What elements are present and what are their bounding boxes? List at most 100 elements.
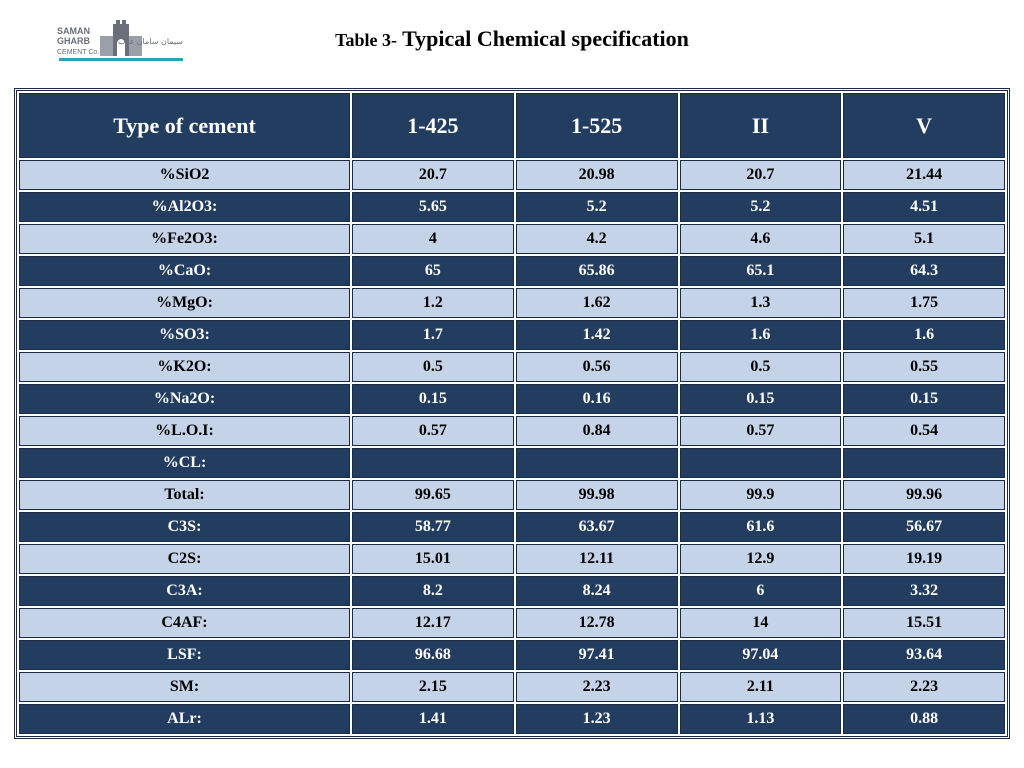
value-cell: 4 [352,224,514,254]
column-header: II [679,93,842,158]
value-cell: 96.68 [352,640,514,670]
value-cell: 5.2 [515,192,678,222]
value-cell: 21.44 [843,160,1005,190]
value-cell: 12.17 [352,608,514,638]
table-row: %Al2O3: 5.65 5.2 5.2 4.51 [19,192,1005,222]
row-label-cell: LSF: [19,640,350,670]
value-cell: 8.2 [352,576,514,606]
value-cell: 19.19 [843,544,1005,574]
value-cell: 0.15 [679,384,842,414]
table-row: %SiO2 20.7 20.98 20.7 21.44 [19,160,1005,190]
value-cell: 4.2 [515,224,678,254]
table-row: C4AF: 12.17 12.78 14 15.51 [19,608,1005,638]
value-cell [843,448,1005,478]
value-cell: 2.23 [515,672,678,702]
value-cell: 12.78 [515,608,678,638]
table-row: %MgO: 1.2 1.62 1.3 1.75 [19,288,1005,318]
row-label-cell: %Fe2O3: [19,224,350,254]
title-prefix: Table 3- [335,30,397,50]
value-cell: 0.15 [843,384,1005,414]
value-cell: 0.57 [352,416,514,446]
table-row: LSF: 96.68 97.41 97.04 93.64 [19,640,1005,670]
row-label-cell: C2S: [19,544,350,574]
table-row: C2S: 15.01 12.11 12.9 19.19 [19,544,1005,574]
value-cell: 4.51 [843,192,1005,222]
value-cell: 1.23 [515,704,678,734]
logo-text-line2: GHARB [57,36,90,46]
column-header: 1-425 [352,93,514,158]
value-cell: 1.42 [515,320,678,350]
table-row: %K2O: 0.5 0.56 0.5 0.55 [19,352,1005,382]
chemical-spec-table-container: Type of cement 1-425 1-525 II V %SiO2 20.7 20.… [14,88,1010,739]
value-cell: 0.5 [679,352,842,382]
table-body: %SiO2 20.7 20.98 20.7 21.44 %Al2O3: 5.65 5.2 5.2… [19,160,1005,734]
value-cell: 2.15 [352,672,514,702]
table-row: %Fe2O3: 4 4.2 4.6 5.1 [19,224,1005,254]
value-cell [679,448,842,478]
value-cell: 1.6 [843,320,1005,350]
value-cell: 1.41 [352,704,514,734]
value-cell: 3.32 [843,576,1005,606]
value-cell: 20.7 [352,160,514,190]
value-cell: 64.3 [843,256,1005,286]
value-cell: 99.9 [679,480,842,510]
row-label-cell: %CL: [19,448,350,478]
value-cell: 1.6 [679,320,842,350]
value-cell: 0.84 [515,416,678,446]
logo-text-line1: SAMAN [57,26,90,36]
value-cell: 15.01 [352,544,514,574]
value-cell: 12.9 [679,544,842,574]
value-cell: 5.1 [843,224,1005,254]
value-cell: 2.23 [843,672,1005,702]
logo-arabic-text: سیمان سامان غرب [118,37,183,46]
value-cell: 65 [352,256,514,286]
value-cell: 14 [679,608,842,638]
value-cell: 0.15 [352,384,514,414]
value-cell: 1.3 [679,288,842,318]
value-cell: 56.67 [843,512,1005,542]
row-label-cell: ALr: [19,704,350,734]
table-row: C3A: 8.2 8.24 6 3.32 [19,576,1005,606]
table-row: %L.O.I: 0.57 0.84 0.57 0.54 [19,416,1005,446]
value-cell: 99.98 [515,480,678,510]
row-label-cell: SM: [19,672,350,702]
column-header: 1-525 [515,93,678,158]
value-cell: 0.5 [352,352,514,382]
row-label-cell: C3A: [19,576,350,606]
value-cell: 15.51 [843,608,1005,638]
value-cell: 1.13 [679,704,842,734]
row-label-cell: %MgO: [19,288,350,318]
row-label-cell: %K2O: [19,352,350,382]
row-label-cell: %L.O.I: [19,416,350,446]
table-row: Total: 99.65 99.98 99.9 99.96 [19,480,1005,510]
value-cell: 93.64 [843,640,1005,670]
value-cell: 65.1 [679,256,842,286]
table-row: %CL: [19,448,1005,478]
table-row: SM: 2.15 2.23 2.11 2.23 [19,672,1005,702]
value-cell: 12.11 [515,544,678,574]
row-label-cell: %Na2O: [19,384,350,414]
value-cell: 4.6 [679,224,842,254]
value-cell: 97.41 [515,640,678,670]
value-cell: 0.16 [515,384,678,414]
table-row: %Na2O: 0.15 0.16 0.15 0.15 [19,384,1005,414]
value-cell: 8.24 [515,576,678,606]
value-cell: 0.55 [843,352,1005,382]
value-cell: 1.7 [352,320,514,350]
value-cell: 2.11 [679,672,842,702]
value-cell: 61.6 [679,512,842,542]
column-header: V [843,93,1005,158]
row-label-cell: %CaO: [19,256,350,286]
table-row: C3S: 58.77 63.67 61.6 56.67 [19,512,1005,542]
table-row: ALr: 1.41 1.23 1.13 0.88 [19,704,1005,734]
value-cell: 63.67 [515,512,678,542]
page-title: Table 3- Typical Chemical specification [0,26,1024,52]
value-cell: 97.04 [679,640,842,670]
logo-graphic: SAMAN GHARB CEMENT Co. سیمان سامان غرب [57,20,183,61]
value-cell: 58.77 [352,512,514,542]
row-label-cell: C3S: [19,512,350,542]
value-cell: 0.56 [515,352,678,382]
row-label-cell: %SO3: [19,320,350,350]
value-cell: 5.65 [352,192,514,222]
value-cell: 20.7 [679,160,842,190]
